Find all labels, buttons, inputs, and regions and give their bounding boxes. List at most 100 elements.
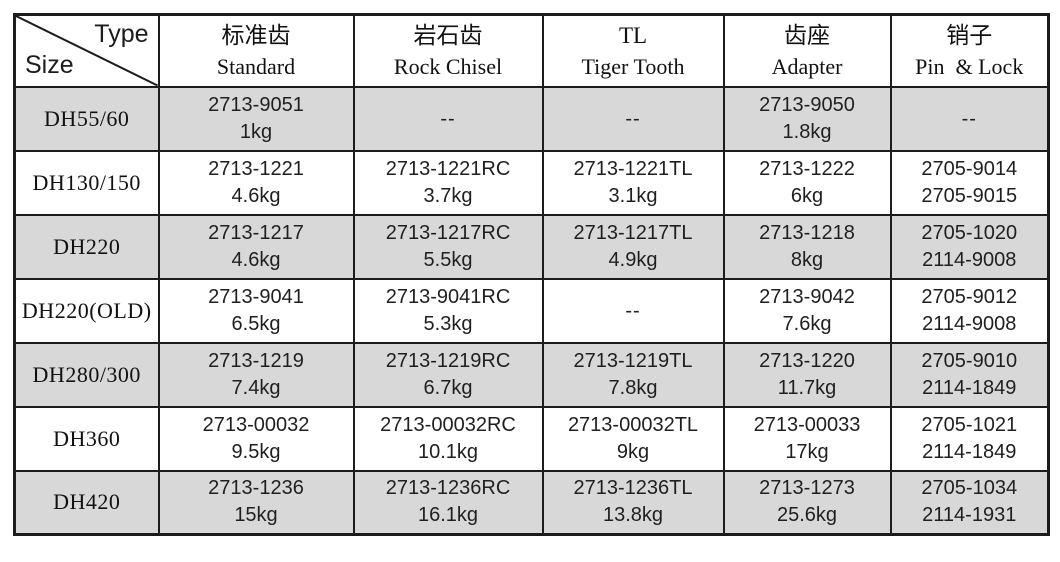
part-cell-adapter: 2713-1218 8kg [722, 213, 892, 280]
table-row: DH360 2713-00032 9.5kg 2713-00032RC 10.1kg 27… [13, 405, 1050, 472]
row-size-label: DH130/150 [13, 149, 160, 216]
cell-line: 4.9kg [608, 248, 658, 271]
cell-line: 2713-9042 [759, 285, 855, 308]
cell-line: 25.6kg [776, 504, 838, 527]
cell-line: 2713-9050 [759, 93, 855, 116]
cell-line: 6.7kg [423, 376, 473, 399]
header-row: Type Size 标准齿 Standard 岩石齿 Rock Chisel TL Tig… [13, 13, 1050, 88]
cell-line: 3.7kg [423, 184, 473, 207]
cell-line: 2713-1219RC [385, 349, 511, 372]
row-size-label: DH360 [13, 405, 160, 472]
cell-line: -- [440, 107, 456, 130]
column-header-line1: 岩石齿 [413, 23, 483, 49]
part-cell-pin-lock: 2705-1021 2114-1849 [889, 405, 1050, 472]
cell-line: 2114-1931 [922, 504, 1017, 527]
part-cell-tiger-tooth: -- [541, 85, 725, 152]
part-cell-tiger-tooth: 2713-1221TL 3.1kg [541, 149, 725, 216]
cell-line: -- [625, 107, 641, 130]
diagonal-line [16, 16, 158, 86]
part-cell-adapter: 2713-1220 11.7kg [722, 341, 892, 408]
part-cell-pin-lock: 2705-1020 2114-9008 [889, 213, 1050, 280]
column-header-line2: Rock Chisel [393, 54, 503, 80]
column-header-standard: 标准齿 Standard [157, 13, 355, 88]
cell-line: 11.7kg [777, 376, 837, 399]
column-header-adapter: 齿座 Adapter [722, 13, 892, 88]
part-cell-standard: 2713-9051 1kg [157, 85, 355, 152]
cell-line: 2705-1020 [921, 221, 1018, 244]
cell-line: 6.5kg [231, 312, 281, 335]
column-header-line2: Adapter [771, 54, 843, 80]
table-row: DH280/300 2713-1219 7.4kg 2713-1219RC 6.7kg 2… [13, 341, 1050, 408]
cell-line: 2713-1217RC [385, 221, 511, 244]
cell-line: 2713-1219TL [573, 349, 693, 372]
cell-line: 2713-1236TL [573, 477, 693, 500]
cell-line: -- [625, 299, 641, 322]
part-cell-rock-chisel: 2713-1236RC 16.1kg [352, 469, 544, 536]
cell-line: 2713-00032TL [567, 413, 699, 436]
part-cell-adapter: 2713-9050 1.8kg [722, 85, 892, 152]
column-header-line2: Tiger Tooth [581, 54, 685, 80]
cell-line: 9.5kg [231, 440, 281, 463]
part-cell-tiger-tooth: 2713-1217TL 4.9kg [541, 213, 725, 280]
part-cell-tiger-tooth: 2713-1236TL 13.8kg [541, 469, 725, 536]
column-header-line1: TL [618, 23, 648, 49]
cell-line: 2713-1222 [759, 157, 855, 180]
part-cell-tiger-tooth: 2713-00032TL 9kg [541, 405, 725, 472]
cell-line: 9kg [616, 440, 650, 463]
cell-line: 2705-1034 [921, 477, 1018, 500]
column-header-rock-chisel: 岩石齿 Rock Chisel [352, 13, 544, 88]
part-cell-tiger-tooth: -- [541, 277, 725, 344]
cell-line: 1.8kg [782, 120, 832, 143]
cell-line: 2713-1218 [759, 221, 855, 244]
part-cell-standard: 2713-1221 4.6kg [157, 149, 355, 216]
cell-line: 2114-1849 [922, 440, 1017, 463]
part-cell-rock-chisel: 2713-9041RC 5.3kg [352, 277, 544, 344]
cell-line: 5.5kg [423, 248, 473, 271]
cell-line: 2713-9051 [208, 93, 304, 116]
cell-line: 1kg [239, 120, 273, 143]
table-row: DH130/150 2713-1221 4.6kg 2713-1221RC 3.7kg 2… [13, 149, 1050, 216]
cell-line: 2713-1217TL [573, 221, 693, 244]
part-cell-rock-chisel: -- [352, 85, 544, 152]
column-header-line2: Pin & Lock [915, 54, 1024, 80]
corner-label-type: Type [94, 20, 149, 48]
cell-line: 4.6kg [231, 184, 281, 207]
column-header-line1: 标准齿 [221, 23, 291, 49]
part-cell-standard: 2713-9041 6.5kg [157, 277, 355, 344]
part-cell-standard: 2713-1219 7.4kg [157, 341, 355, 408]
cell-line: 2713-00033 [753, 413, 861, 436]
cell-line: 15kg [234, 504, 278, 527]
part-cell-rock-chisel: 2713-00032RC 10.1kg [352, 405, 544, 472]
row-size-label: DH220(OLD) [13, 277, 160, 344]
cell-line: -- [961, 107, 977, 130]
parts-table: Type Size 标准齿 Standard 岩石齿 Rock Chisel TL Tig… [13, 13, 1050, 536]
cell-line: 2705-9012 [921, 285, 1018, 308]
column-header-pin-lock: 销子 Pin & Lock [889, 13, 1050, 88]
cell-line: 2713-1236RC [385, 477, 511, 500]
column-header-line1: 齿座 [784, 23, 830, 49]
cell-line: 13.8kg [602, 504, 664, 527]
corner-cell: Type Size [13, 13, 160, 88]
table-row: DH420 2713-1236 15kg 2713-1236RC 16.1kg 2713-… [13, 469, 1050, 536]
cell-line: 6kg [790, 184, 824, 207]
part-cell-adapter: 2713-00033 17kg [722, 405, 892, 472]
part-cell-standard: 2713-1236 15kg [157, 469, 355, 536]
cell-line: 17kg [785, 440, 829, 463]
cell-line: 2705-1021 [921, 413, 1018, 436]
corner-label-size: Size [25, 50, 74, 79]
column-header-line2: Standard [216, 54, 296, 80]
cell-line: 10.1kg [417, 440, 479, 463]
cell-line: 2713-1219 [208, 349, 304, 372]
cell-line: 2114-1849 [922, 376, 1017, 399]
cell-line: 8kg [790, 248, 824, 271]
part-cell-adapter: 2713-1273 25.6kg [722, 469, 892, 536]
cell-line: 2713-9041RC [385, 285, 511, 308]
part-cell-pin-lock: 2705-9010 2114-1849 [889, 341, 1050, 408]
part-cell-rock-chisel: 2713-1217RC 5.5kg [352, 213, 544, 280]
column-header-tiger-tooth: TL Tiger Tooth [541, 13, 725, 88]
row-size-label: DH280/300 [13, 341, 160, 408]
cell-line: 2713-9041 [208, 285, 304, 308]
cell-line: 2705-9015 [921, 184, 1018, 207]
part-cell-rock-chisel: 2713-1221RC 3.7kg [352, 149, 544, 216]
part-cell-rock-chisel: 2713-1219RC 6.7kg [352, 341, 544, 408]
